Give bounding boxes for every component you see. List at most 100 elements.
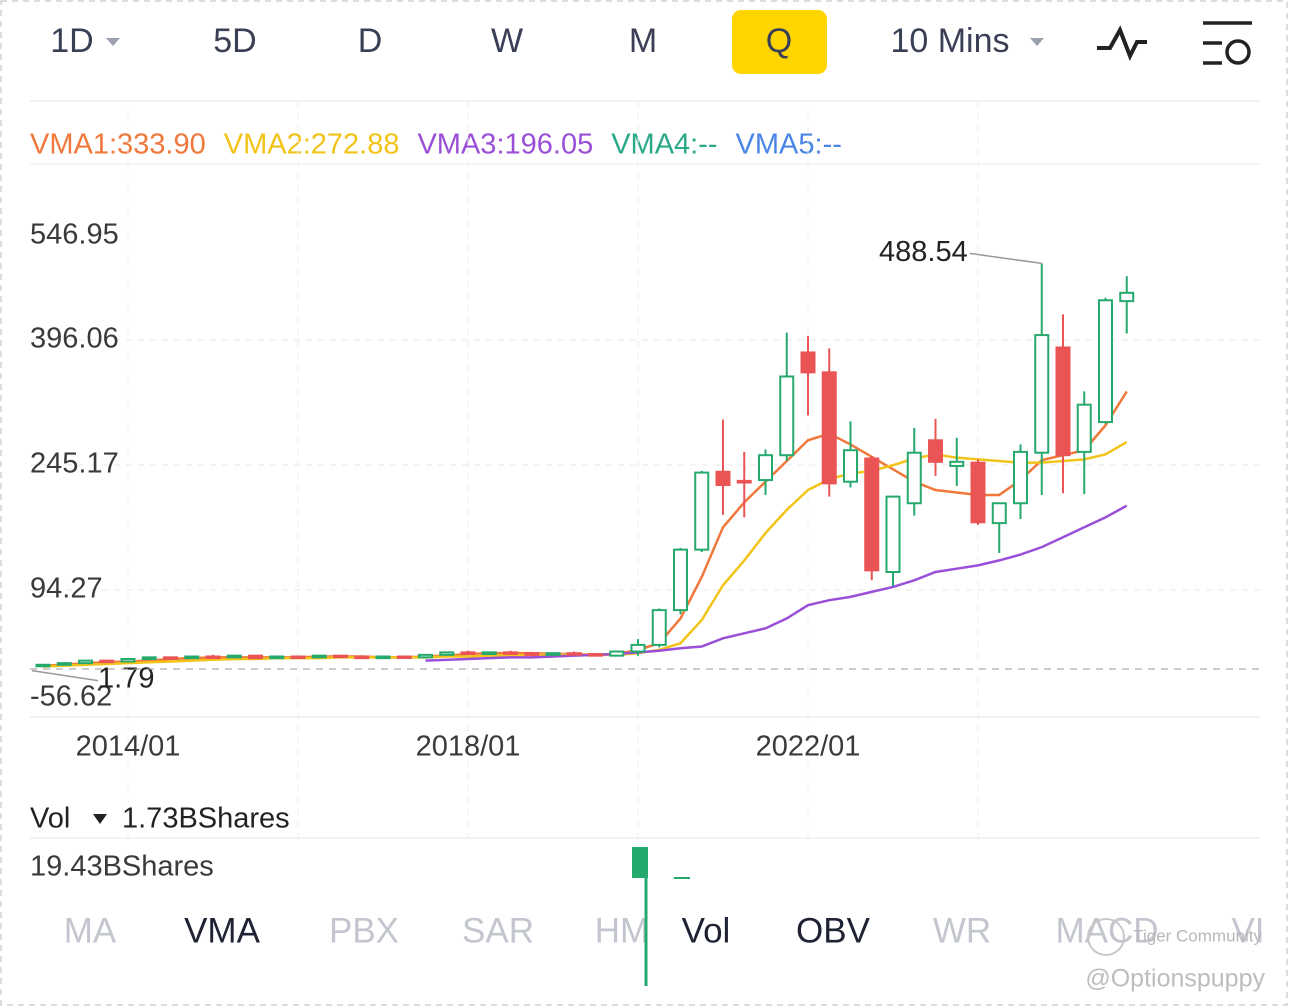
max-label: 488.54 xyxy=(879,236,968,268)
candle-body xyxy=(35,663,51,668)
candle-body xyxy=(843,449,858,483)
indicator-tab[interactable]: OBV xyxy=(796,911,871,950)
candle-body xyxy=(120,657,136,663)
candle-body xyxy=(673,548,688,612)
watermark-logo xyxy=(1087,918,1125,956)
candle-body xyxy=(821,371,837,485)
candle-body xyxy=(1098,299,1113,424)
y-tick-label: 546.95 xyxy=(30,219,119,251)
candle-body xyxy=(566,652,582,656)
vma-line xyxy=(42,440,1128,668)
candle-body xyxy=(609,650,625,657)
candle-body xyxy=(333,654,348,659)
candle-body xyxy=(545,652,561,656)
candle-body xyxy=(311,654,327,659)
legend-entry: VMA5:-- xyxy=(736,129,842,161)
y-tick-label: 396.06 xyxy=(30,323,119,355)
x-tick-label: 2022/01 xyxy=(756,731,861,763)
candle-body xyxy=(56,662,72,666)
legend-entry: VMA1:333.90 xyxy=(30,129,206,161)
dropdown-caret xyxy=(1030,38,1044,46)
candle-body xyxy=(928,439,943,463)
candle-body xyxy=(163,656,178,660)
candle-body xyxy=(269,655,285,660)
vma-line xyxy=(425,504,1128,662)
timeframe-tab[interactable]: 1D xyxy=(50,22,93,60)
y-tick-label: 245.17 xyxy=(30,448,119,480)
candle-body xyxy=(864,457,880,572)
candle-body xyxy=(1055,346,1071,457)
x-tick-label: 2014/01 xyxy=(76,731,181,763)
leader-line xyxy=(31,669,99,682)
indicator-tab[interactable]: SAR xyxy=(462,911,534,950)
timeframe-tab[interactable]: W xyxy=(491,22,523,60)
legend-entry: VMA3:196.05 xyxy=(417,129,593,161)
indicator-tab[interactable]: HM xyxy=(595,911,649,950)
candle-body xyxy=(1119,291,1135,303)
candle-body xyxy=(524,652,540,656)
dropdown-caret xyxy=(106,38,120,46)
vma-line xyxy=(42,390,1128,667)
candle-body xyxy=(715,470,731,487)
candle-body xyxy=(970,461,986,524)
candle-body xyxy=(141,656,157,660)
candle-body xyxy=(460,651,476,656)
candle-body xyxy=(481,651,497,656)
indicator-tab[interactable]: MACD xyxy=(1055,911,1158,950)
volume-axis-label: 19.43BShares xyxy=(30,851,214,883)
timeframe-tab[interactable]: Q xyxy=(766,22,792,60)
candle-body xyxy=(1013,450,1028,505)
watermark: @Optionspuppy xyxy=(1085,965,1265,993)
candle-body xyxy=(226,654,242,659)
candle-body xyxy=(1076,403,1092,453)
settings-icon[interactable] xyxy=(1203,21,1252,65)
chart-type-icon[interactable] xyxy=(1097,25,1147,61)
candle-body xyxy=(1034,334,1050,454)
candle-body xyxy=(418,653,433,659)
volume-value: 1.73BShares xyxy=(122,803,290,835)
timeframe-tab[interactable]: 5D xyxy=(213,22,256,60)
indicator-tab[interactable]: MA xyxy=(64,911,117,950)
settings-icon xyxy=(1225,39,1251,65)
candle-body xyxy=(736,479,752,484)
candle-body xyxy=(99,659,115,664)
candle-body xyxy=(290,655,306,659)
candle-body xyxy=(396,655,412,659)
candle-body xyxy=(439,651,455,656)
x-tick-label: 2018/01 xyxy=(416,731,521,763)
min-label: 1.79 xyxy=(98,662,154,694)
y-tick-label: -56.62 xyxy=(30,681,112,713)
y-tick-label: 94.27 xyxy=(30,573,103,605)
volume-label[interactable]: Vol xyxy=(30,803,70,835)
timeframe-tab[interactable]: D xyxy=(358,22,383,60)
candle-body xyxy=(949,460,965,467)
timeframe-tab[interactable]: M xyxy=(629,22,657,60)
candle-body xyxy=(375,655,391,660)
indicator-tab[interactable]: PBX xyxy=(329,911,399,950)
indicator-tab[interactable]: Vol xyxy=(682,911,731,950)
leader-line xyxy=(969,252,1042,265)
candle-body xyxy=(630,643,646,653)
candle-body xyxy=(248,654,263,660)
candle-body xyxy=(184,655,200,660)
candle-body xyxy=(779,375,795,457)
indicator-tab[interactable]: VMA xyxy=(184,911,261,950)
candle-body xyxy=(758,454,773,482)
candle-body xyxy=(503,651,518,655)
timeframe-tab[interactable]: 10 Mins xyxy=(890,22,1009,60)
candle-body xyxy=(205,655,221,659)
toolbar: 1D 5D D W M Q 10 Mins xyxy=(50,10,1252,74)
legend-entry: VMA2:272.88 xyxy=(224,129,400,161)
candle-body xyxy=(694,471,710,551)
candle-body xyxy=(800,351,816,374)
watermark: Tiger Community xyxy=(1133,926,1262,945)
candle-body xyxy=(906,451,922,505)
candle-body xyxy=(651,609,667,646)
dropdown-caret[interactable] xyxy=(93,814,107,824)
price-chart: VMA1:333.90 VMA2:272.88 VMA3:196.05 VMA4:--… xyxy=(30,101,1260,838)
legend-entry: VMA4:-- xyxy=(611,129,717,161)
indicator-tab[interactable]: WR xyxy=(933,911,991,950)
indicator-tab[interactable]: VI xyxy=(1231,911,1264,950)
candle-body xyxy=(78,659,93,665)
